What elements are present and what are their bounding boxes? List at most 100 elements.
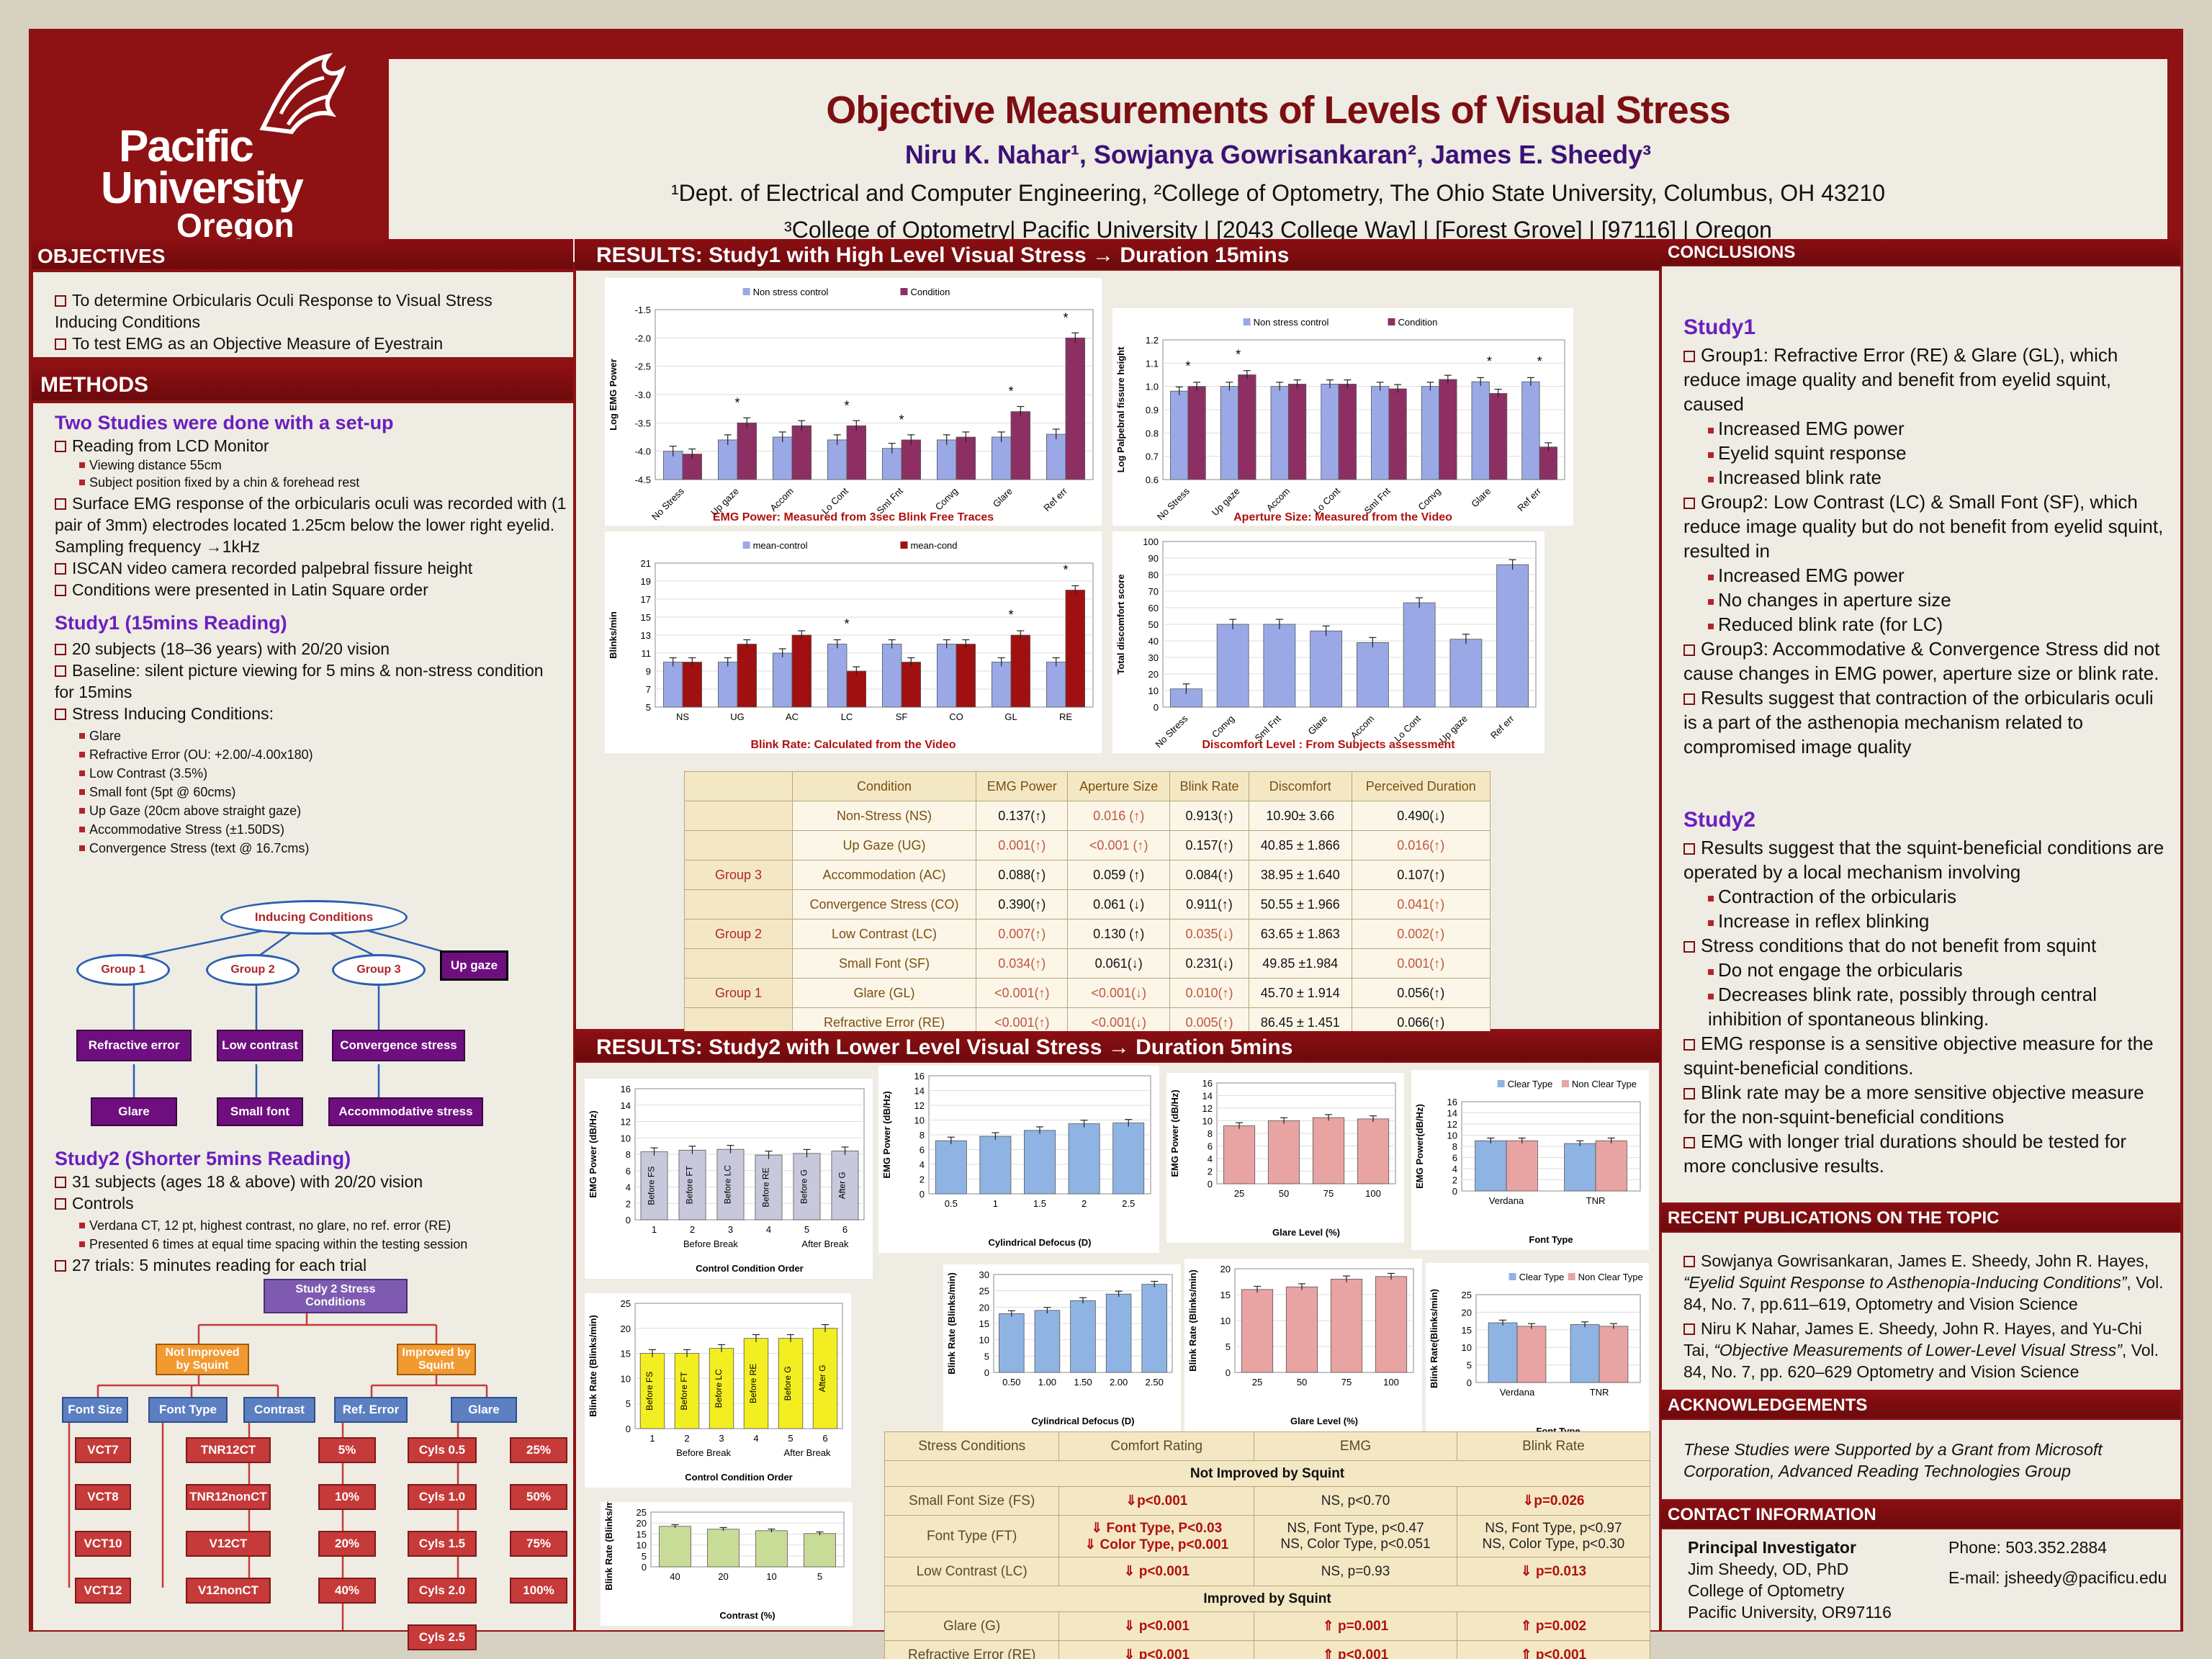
bar [1449, 639, 1483, 708]
tree1-group2: Group 2 [206, 954, 300, 986]
contact-header: CONTACT INFORMATION [1660, 1501, 2180, 1528]
y-tick-label: 2 [1452, 1175, 1457, 1186]
significance-star: * [1537, 354, 1542, 369]
table-cell: Refractive Error (RE) [884, 1640, 1060, 1659]
tree2-contrast: Contrast [243, 1397, 315, 1423]
bar [678, 1149, 706, 1220]
bar [812, 1328, 838, 1429]
y-axis-label: EMG Power (dB/Hz) [588, 1110, 598, 1197]
poster-title: Objective Measurements of Levels of Visu… [826, 89, 1731, 132]
bar [1403, 602, 1436, 708]
bar [1310, 630, 1343, 708]
table-row: Group 3 Accommodation (AC) 0.088(↑) 0.059 (… [684, 860, 1491, 890]
bar [717, 439, 738, 480]
x-axis-label: Font Type [1529, 1234, 1573, 1245]
x-tick-label: 50 [1297, 1377, 1307, 1388]
bar [846, 670, 867, 708]
y-tick-label: -4.5 [635, 475, 651, 485]
bar [979, 1136, 1012, 1195]
contact-pane: Principal Investigator Jim Sheedy, OD, P… [1662, 1529, 2180, 1630]
method-item: Surface EMG response of the orbicularis … [55, 494, 567, 556]
bar [827, 644, 848, 708]
condition-item: Up Gaze (20cm above straight gaze) [79, 802, 301, 819]
table-cell: Low Contrast (LC) [792, 919, 976, 949]
legend-swatch [900, 541, 908, 549]
tree1-group3: Group 3 [332, 954, 426, 986]
bar [717, 662, 738, 708]
table-header-cell: Discomfort [1249, 771, 1352, 801]
bar [1595, 1140, 1627, 1192]
methods-intro-title: Two Studies were done with a set-up [55, 412, 394, 433]
table-cell: 0.041(↑) [1351, 889, 1491, 920]
y-tick-label: 8 [1208, 1128, 1213, 1139]
y-tick-label: 0 [626, 1215, 631, 1226]
table-cell: ⇓ p<0.001 [1058, 1640, 1255, 1659]
table-cell: Small Font (SF) [792, 948, 976, 979]
bar [1388, 388, 1407, 480]
conclusion-item: Results suggest that contraction of the … [1683, 687, 2154, 757]
y-axis-label: EMG Power (dB/Hz) [1169, 1089, 1180, 1177]
ack-text: These Studies were Supported by a Grant … [1683, 1440, 2103, 1480]
chart-study2-emg-font: 16 14 12 10 8 6 4 2 0 EMG Power(dB/Hz) Verdana TNR F… [1411, 1070, 1649, 1250]
y-tick-label: 10 [1462, 1342, 1472, 1353]
study1-item: Stress Inducing Conditions: [55, 703, 559, 724]
tree2-leaf: VCT8 [75, 1484, 131, 1510]
y-tick-label: 0 [626, 1424, 631, 1434]
bar [804, 1533, 836, 1568]
y-axis-label: EMG Power (dB/Hz) [881, 1091, 892, 1178]
contact-email[interactable]: E-mail: jsheedy@pacificu.edu [1948, 1568, 2167, 1587]
bar [1241, 1289, 1274, 1373]
x-tick-label: Convg [1416, 485, 1442, 512]
conclusion-item: Increased blink rate [1683, 465, 2167, 490]
bar [772, 652, 793, 708]
table-cell: 0.157(↑) [1169, 830, 1250, 860]
x-tick-label: 75 [1341, 1377, 1352, 1388]
table-cell: 10.90± 3.66 [1249, 801, 1352, 831]
bar [1357, 1118, 1390, 1184]
bar [1570, 1324, 1600, 1383]
x-tick-label: TNR [1590, 1387, 1609, 1398]
significance-star: * [734, 395, 739, 410]
y-tick-label: 12 [621, 1117, 631, 1128]
x-tick-label: 1.5 [1033, 1198, 1046, 1209]
table-row: Non-Stress (NS) 0.137(↑) 0.016 (↑) 0.913(↑)… [684, 801, 1491, 831]
y-tick-label: 20 [1148, 669, 1159, 680]
tree2-leaf: 40% [318, 1578, 376, 1604]
tree2-leaf: 50% [510, 1484, 567, 1510]
significance-star: * [1063, 310, 1068, 325]
contact-line: College of Optometry [1688, 1581, 1845, 1600]
bar [881, 644, 902, 708]
x-tick-label: 75 [1323, 1188, 1334, 1199]
y-tick-label: -1.5 [635, 305, 651, 315]
method-item: Reading from LCD Monitor [55, 435, 559, 457]
y-tick-label: 100 [1143, 536, 1159, 547]
bar [827, 439, 848, 480]
y-tick-label: 25 [979, 1286, 989, 1297]
bar [791, 425, 812, 480]
conclusion-item: Do not engage the orbicularis [1683, 958, 2167, 982]
conclusion-item: Group2: Low Contrast (LC) & Small Font (… [1683, 491, 2164, 562]
tree1-accommodative: Accommodative stress [328, 1097, 483, 1126]
table-cell: 0.001(↑) [975, 830, 1069, 860]
chart-svg: -1.5 -2.0 -2.5 -3.0 -3.5 -4.0 -4.5 Log EMG Powe… [608, 287, 1094, 522]
bar [1439, 379, 1457, 480]
bar [1371, 386, 1390, 480]
x-tick-label: 4 [766, 1224, 771, 1235]
table-cell: ⇑ p=0.001 [1254, 1611, 1457, 1641]
bar [1187, 386, 1206, 480]
y-tick-label: 16 [621, 1084, 631, 1094]
tree1-group1: Group 1 [76, 954, 170, 986]
y-tick-label: 10 [1148, 685, 1159, 696]
chart-svg: 25 20 15 10 5 0 Blink Rate(Blinks/min) Verdana T… [1429, 1272, 1643, 1437]
affiliation-1: ¹Dept. of Electrical and Computer Engine… [670, 180, 1886, 206]
y-tick-label: 21 [641, 558, 651, 569]
study2-item: 27 trials: 5 minutes reading for each tr… [55, 1254, 559, 1276]
x-tick-label: 2 [684, 1433, 689, 1444]
x-tick-label: 0.50 [1002, 1377, 1020, 1388]
study1-item: 20 subjects (18–36 years) with 20/20 vis… [55, 638, 559, 660]
legend-swatch [742, 288, 750, 295]
y-tick-label: 1.2 [1146, 335, 1159, 346]
tree2-leaf: Cyls 1.0 [408, 1484, 477, 1510]
